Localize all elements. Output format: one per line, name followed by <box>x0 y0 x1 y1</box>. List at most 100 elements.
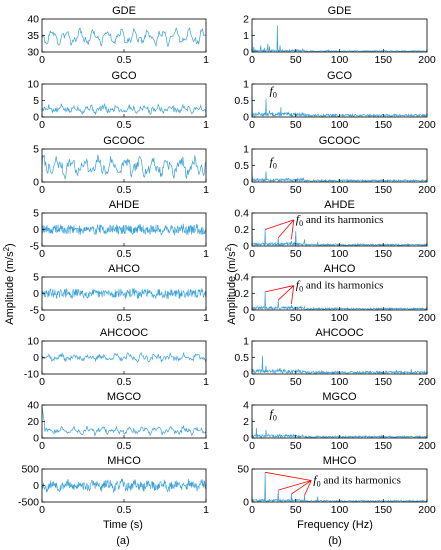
axes-frame <box>41 83 207 118</box>
y-tick-label: 40 <box>27 14 39 26</box>
harmonics-annotation: f0 and its harmonics <box>296 278 384 294</box>
harmonic-pointer <box>277 285 295 301</box>
y-tick-label: 1 <box>243 144 249 156</box>
harmonic-pointer <box>277 219 295 239</box>
harmonic-pointer <box>304 480 312 496</box>
axes-frame <box>251 404 428 439</box>
y-tick-label: 0 <box>243 433 249 445</box>
x-tick-label: 0 <box>249 504 255 516</box>
series-line <box>41 287 207 300</box>
axes-frame <box>251 83 428 118</box>
x-tick-label: 0 <box>249 376 255 388</box>
series-line <box>41 351 207 363</box>
series-line <box>251 25 428 53</box>
y-tick-label: 0 <box>33 177 39 189</box>
x-tick-label: 0 <box>39 440 45 452</box>
x-tick-label: 1 <box>203 248 209 260</box>
x-tick-label: 0.5 <box>117 184 132 196</box>
y-tick-label: 2 <box>243 416 249 428</box>
y-tick-label: 0.5 <box>234 95 249 107</box>
y-tick-label: 0 <box>33 288 39 300</box>
y-tick-label: 1 <box>243 336 249 348</box>
y-tick-label: 0 <box>243 112 249 124</box>
y-tick-label: 10 <box>27 79 39 91</box>
subplot-title: GDE <box>328 5 352 17</box>
harmonic-pointer <box>278 480 312 491</box>
x-tick-label: 100 <box>331 54 349 66</box>
x-tick-label: 1 <box>203 504 209 516</box>
subplot-title: MHCO <box>323 455 357 467</box>
subplot-title: AHCOOC <box>100 327 148 339</box>
x-tick-label: 0 <box>249 440 255 452</box>
x-tick-label: 50 <box>290 440 302 452</box>
x-tick-label: 100 <box>331 376 349 388</box>
y-tick-label: 0 <box>243 369 249 381</box>
x-tick-label: 150 <box>374 312 392 324</box>
harmonic-pointer <box>291 480 312 495</box>
x-tick-label: 150 <box>374 119 392 131</box>
x-tick-label: 0 <box>249 312 255 324</box>
y-tick-label: 0 <box>243 497 249 509</box>
x-tick-label: 1 <box>203 184 209 196</box>
y-tick-label: 0 <box>33 433 39 445</box>
harmonic-pointer <box>265 285 294 293</box>
subplot-title: GDE <box>112 5 136 17</box>
subplot-title: GCO <box>327 70 353 82</box>
x-tick-label: 50 <box>290 504 302 516</box>
x-tick-label: 0 <box>39 248 45 260</box>
x-tick-label: 200 <box>418 248 436 260</box>
subplot-title: AHDE <box>324 199 355 211</box>
y-tick-label: -5 <box>30 305 39 317</box>
x-tick-label: 0 <box>39 312 45 324</box>
right-xlabel: Frequency (Hz) <box>297 519 373 531</box>
y-tick-label: 500 <box>21 464 39 476</box>
y-tick-label: 5 <box>33 208 39 220</box>
x-tick-label: 0.5 <box>117 312 132 324</box>
y-tick-label: 0.5 <box>234 160 249 172</box>
x-tick-label: 100 <box>331 184 349 196</box>
harmonics-annotation: f0 and its harmonics <box>313 473 401 489</box>
x-tick-label: 0 <box>39 376 45 388</box>
left-ylabel: Amplitude (m/s2) <box>2 243 16 324</box>
y-tick-label: 0 <box>243 47 249 59</box>
y-tick-label: 5 <box>33 144 39 156</box>
x-tick-label: 150 <box>374 54 392 66</box>
x-tick-label: 50 <box>290 376 302 388</box>
series-line <box>251 225 428 247</box>
harmonic-pointer <box>290 285 295 305</box>
y-tick-label: 4 <box>243 400 249 412</box>
x-tick-label: 0.5 <box>117 248 132 260</box>
series-line <box>41 102 207 116</box>
x-tick-label: 0 <box>249 248 255 260</box>
x-tick-label: 200 <box>418 440 436 452</box>
axes-frame <box>251 18 428 53</box>
subplot-title: GCOOC <box>103 135 145 147</box>
series-line <box>41 478 207 494</box>
subplot-mhco-freq: MHCO 0 50 100 150 200 50 0 f0 and its harmonics <box>237 455 436 516</box>
x-tick-label: 1 <box>203 312 209 324</box>
x-tick-label: 100 <box>331 312 349 324</box>
x-tick-label: 100 <box>331 119 349 131</box>
fo-annotation: f0 <box>270 84 277 100</box>
y-tick-label: -5 <box>30 241 39 253</box>
x-tick-label: 1 <box>203 440 209 452</box>
harmonic-pointer <box>265 471 312 481</box>
y-tick-label: 0.4 <box>234 272 249 284</box>
axes-frame <box>251 340 428 375</box>
y-tick-label: 40 <box>27 400 39 412</box>
x-tick-label: 0.5 <box>117 119 132 131</box>
y-tick-label: 35 <box>27 30 39 42</box>
x-tick-label: 0.5 <box>117 440 132 452</box>
y-tick-label: 0.4 <box>234 208 249 220</box>
y-tick-label: 2 <box>243 14 249 26</box>
subplot-title: AHCO <box>108 263 140 275</box>
subplot-gde-time: GDE 0 0.5 1 40 35 30 <box>27 5 209 66</box>
x-tick-label: 0 <box>39 504 45 516</box>
